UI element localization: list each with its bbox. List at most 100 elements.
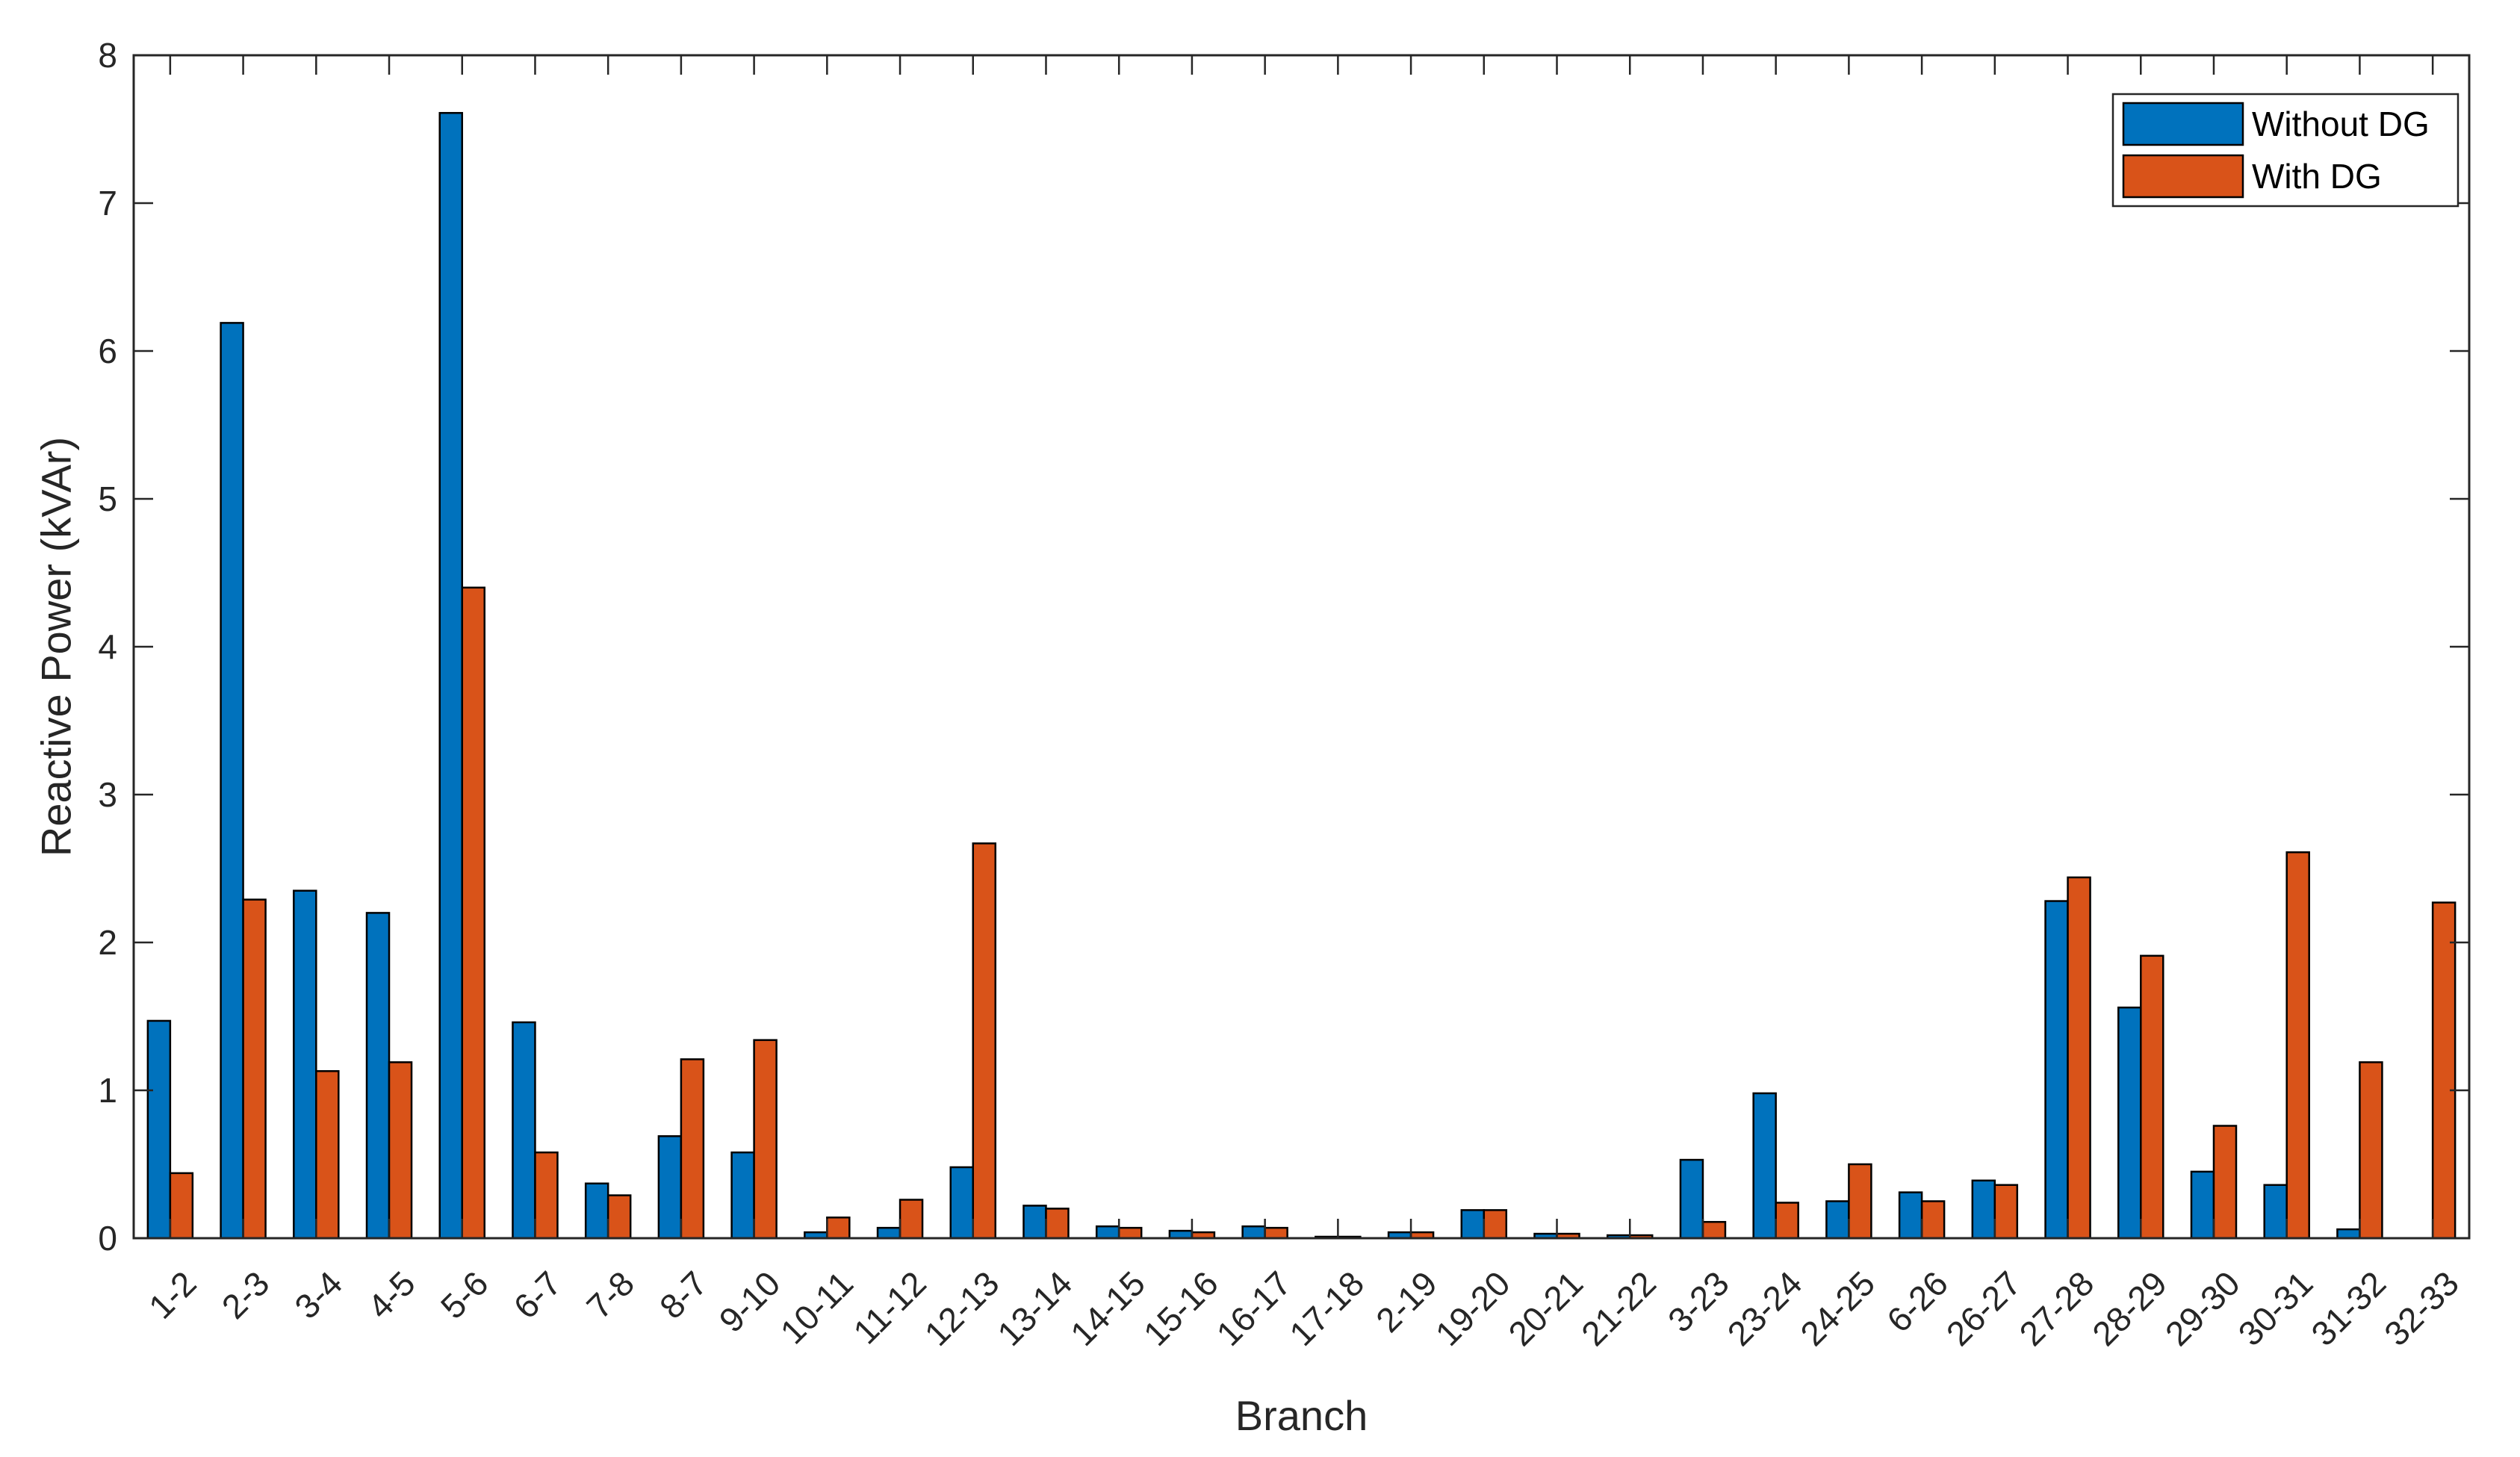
x-tick-label: 15-16: [1136, 1264, 1226, 1353]
y-tick-label: 0: [98, 1219, 117, 1258]
bar-with-dg-30-31: [2285, 851, 2310, 1240]
bar-without-dg-6-7: [512, 1021, 536, 1240]
bar-with-dg-3-23: [1701, 1220, 1727, 1240]
y-tick-label: 7: [98, 184, 117, 223]
bar-without-dg-14-15: [1095, 1225, 1120, 1240]
bar-without-dg-16-17: [1241, 1225, 1266, 1240]
x-tick-label: 20-21: [1500, 1264, 1590, 1353]
y-tick-label: 5: [98, 479, 117, 518]
bar-with-dg-32-33: [2431, 901, 2457, 1240]
x-tick-label: 2-3: [214, 1264, 277, 1326]
y-tick-label: 3: [98, 775, 117, 814]
bar-without-dg-7-8: [584, 1182, 609, 1240]
bar-with-dg-24-25: [1848, 1163, 1872, 1240]
legend-label: With DG: [2252, 157, 2382, 196]
bar-without-dg-5-6: [438, 111, 463, 1240]
bar-with-dg-28-29: [2140, 954, 2164, 1240]
bar-with-dg-31-32: [2359, 1061, 2383, 1240]
bar-with-dg-19-20: [1483, 1209, 1508, 1240]
bar-with-dg-11-12: [899, 1199, 924, 1240]
x-tick-label: 30-31: [2231, 1264, 2321, 1353]
x-tick-label: 10-11: [773, 1264, 861, 1352]
bar-with-dg-4-5: [388, 1061, 413, 1240]
bars-group: [146, 111, 2457, 1240]
y-tick-label: 6: [98, 332, 117, 370]
bar-without-dg-19-20: [1460, 1209, 1486, 1240]
bar-with-dg-10-11: [826, 1217, 851, 1240]
legend-swatch-without-dg: [2122, 102, 2244, 146]
y-tick-label: 4: [98, 627, 117, 666]
legend: Without DG With DG: [2111, 93, 2460, 208]
bar-with-dg-8-7: [680, 1058, 705, 1240]
x-tick-label: 17-18: [1282, 1264, 1371, 1353]
bar-with-dg-12-13: [972, 842, 997, 1240]
x-tick-label: 21-22: [1574, 1264, 1663, 1353]
x-tick-label: 24-25: [1793, 1264, 1882, 1353]
bar-with-dg-5-6: [461, 586, 485, 1240]
bar-with-dg-27-28: [2067, 876, 2091, 1240]
legend-swatch-with-dg: [2122, 154, 2244, 199]
y-tick-label: 2: [98, 923, 117, 962]
x-tick-label: 19-20: [1428, 1264, 1518, 1353]
x-tick-label: 27-28: [2011, 1264, 2101, 1353]
bar-without-dg-12-13: [949, 1166, 975, 1240]
bar-with-dg-23-24: [1775, 1202, 1799, 1240]
bar-without-dg-23-24: [1752, 1092, 1777, 1240]
bar-with-dg-29-30: [2212, 1125, 2238, 1240]
bar-without-dg-28-29: [2117, 1006, 2142, 1240]
bar-with-dg-3-4: [315, 1070, 340, 1240]
bar-without-dg-9-10: [730, 1151, 755, 1240]
x-tick-label: 28-29: [2085, 1264, 2174, 1353]
x-tick-label: 7-8: [579, 1264, 642, 1326]
bar-without-dg-30-31: [2263, 1184, 2288, 1240]
x-tick-label: 12-13: [917, 1264, 1007, 1353]
x-tick-label: 31-32: [2303, 1264, 2393, 1353]
bar-without-dg-6-26: [1898, 1191, 1923, 1240]
bar-without-dg-3-23: [1679, 1158, 1704, 1240]
bar-without-dg-1-2: [146, 1019, 172, 1240]
x-tick-label: 11-12: [845, 1264, 934, 1352]
bar-without-dg-29-30: [2190, 1170, 2215, 1240]
x-tick-label: 16-17: [1209, 1264, 1299, 1353]
bar-with-dg-6-26: [1920, 1200, 1946, 1240]
bar-with-dg-7-8: [606, 1194, 632, 1240]
x-tick-label: 8-7: [652, 1264, 715, 1326]
bar-without-dg-3-4: [293, 889, 317, 1240]
bar-without-dg-2-3: [220, 322, 244, 1240]
x-tick-label: 23-24: [1720, 1264, 1810, 1353]
x-tick-label: 6-7: [506, 1264, 568, 1326]
x-tick-label: 1-2: [141, 1264, 204, 1326]
x-tick-label: 5-6: [433, 1264, 496, 1326]
bar-with-dg-16-17: [1264, 1226, 1288, 1240]
x-tick-label: 4-5: [360, 1264, 423, 1326]
bar-with-dg-26-27: [1993, 1184, 2019, 1240]
x-tick-label: 29-30: [2158, 1264, 2247, 1353]
bar-with-dg-9-10: [753, 1039, 778, 1240]
bar-with-dg-13-14: [1045, 1208, 1070, 1240]
x-axis-label: Branch: [1235, 1392, 1368, 1439]
bar-without-dg-31-32: [2336, 1228, 2361, 1240]
x-tick-label: 32-33: [2377, 1264, 2466, 1353]
bar-with-dg-14-15: [1117, 1226, 1143, 1240]
bar-without-dg-13-14: [1022, 1205, 1047, 1240]
bar-without-dg-24-25: [1825, 1200, 1850, 1240]
bar-with-dg-2-3: [242, 898, 267, 1240]
bar-without-dg-4-5: [365, 912, 391, 1240]
legend-label: Without DG: [2252, 105, 2430, 143]
x-tick-label: 13-14: [990, 1264, 1079, 1353]
x-tick-label: 14-15: [1063, 1264, 1152, 1353]
bar-without-dg-11-12: [876, 1226, 901, 1240]
bar-without-dg-27-28: [2044, 900, 2069, 1240]
bar-with-dg-6-7: [534, 1151, 559, 1240]
plot-frame: [132, 54, 2471, 1240]
bar-without-dg-8-7: [657, 1135, 683, 1240]
y-tick-label: 1: [98, 1071, 117, 1110]
y-axis-label: Reactive Power (kVAr): [33, 437, 80, 857]
bar-with-dg-1-2: [169, 1172, 194, 1240]
y-tick-label: 8: [98, 36, 117, 75]
bar-without-dg-26-27: [1971, 1179, 1996, 1240]
x-tick-label: 26-27: [1939, 1264, 2029, 1353]
x-tick-label: 3-4: [287, 1264, 350, 1326]
x-axis-ticks: 1-2 2-3 3-4 4-5 5-6 6-7 7-8 8-79-1010-1111-1212…: [141, 55, 2466, 1353]
